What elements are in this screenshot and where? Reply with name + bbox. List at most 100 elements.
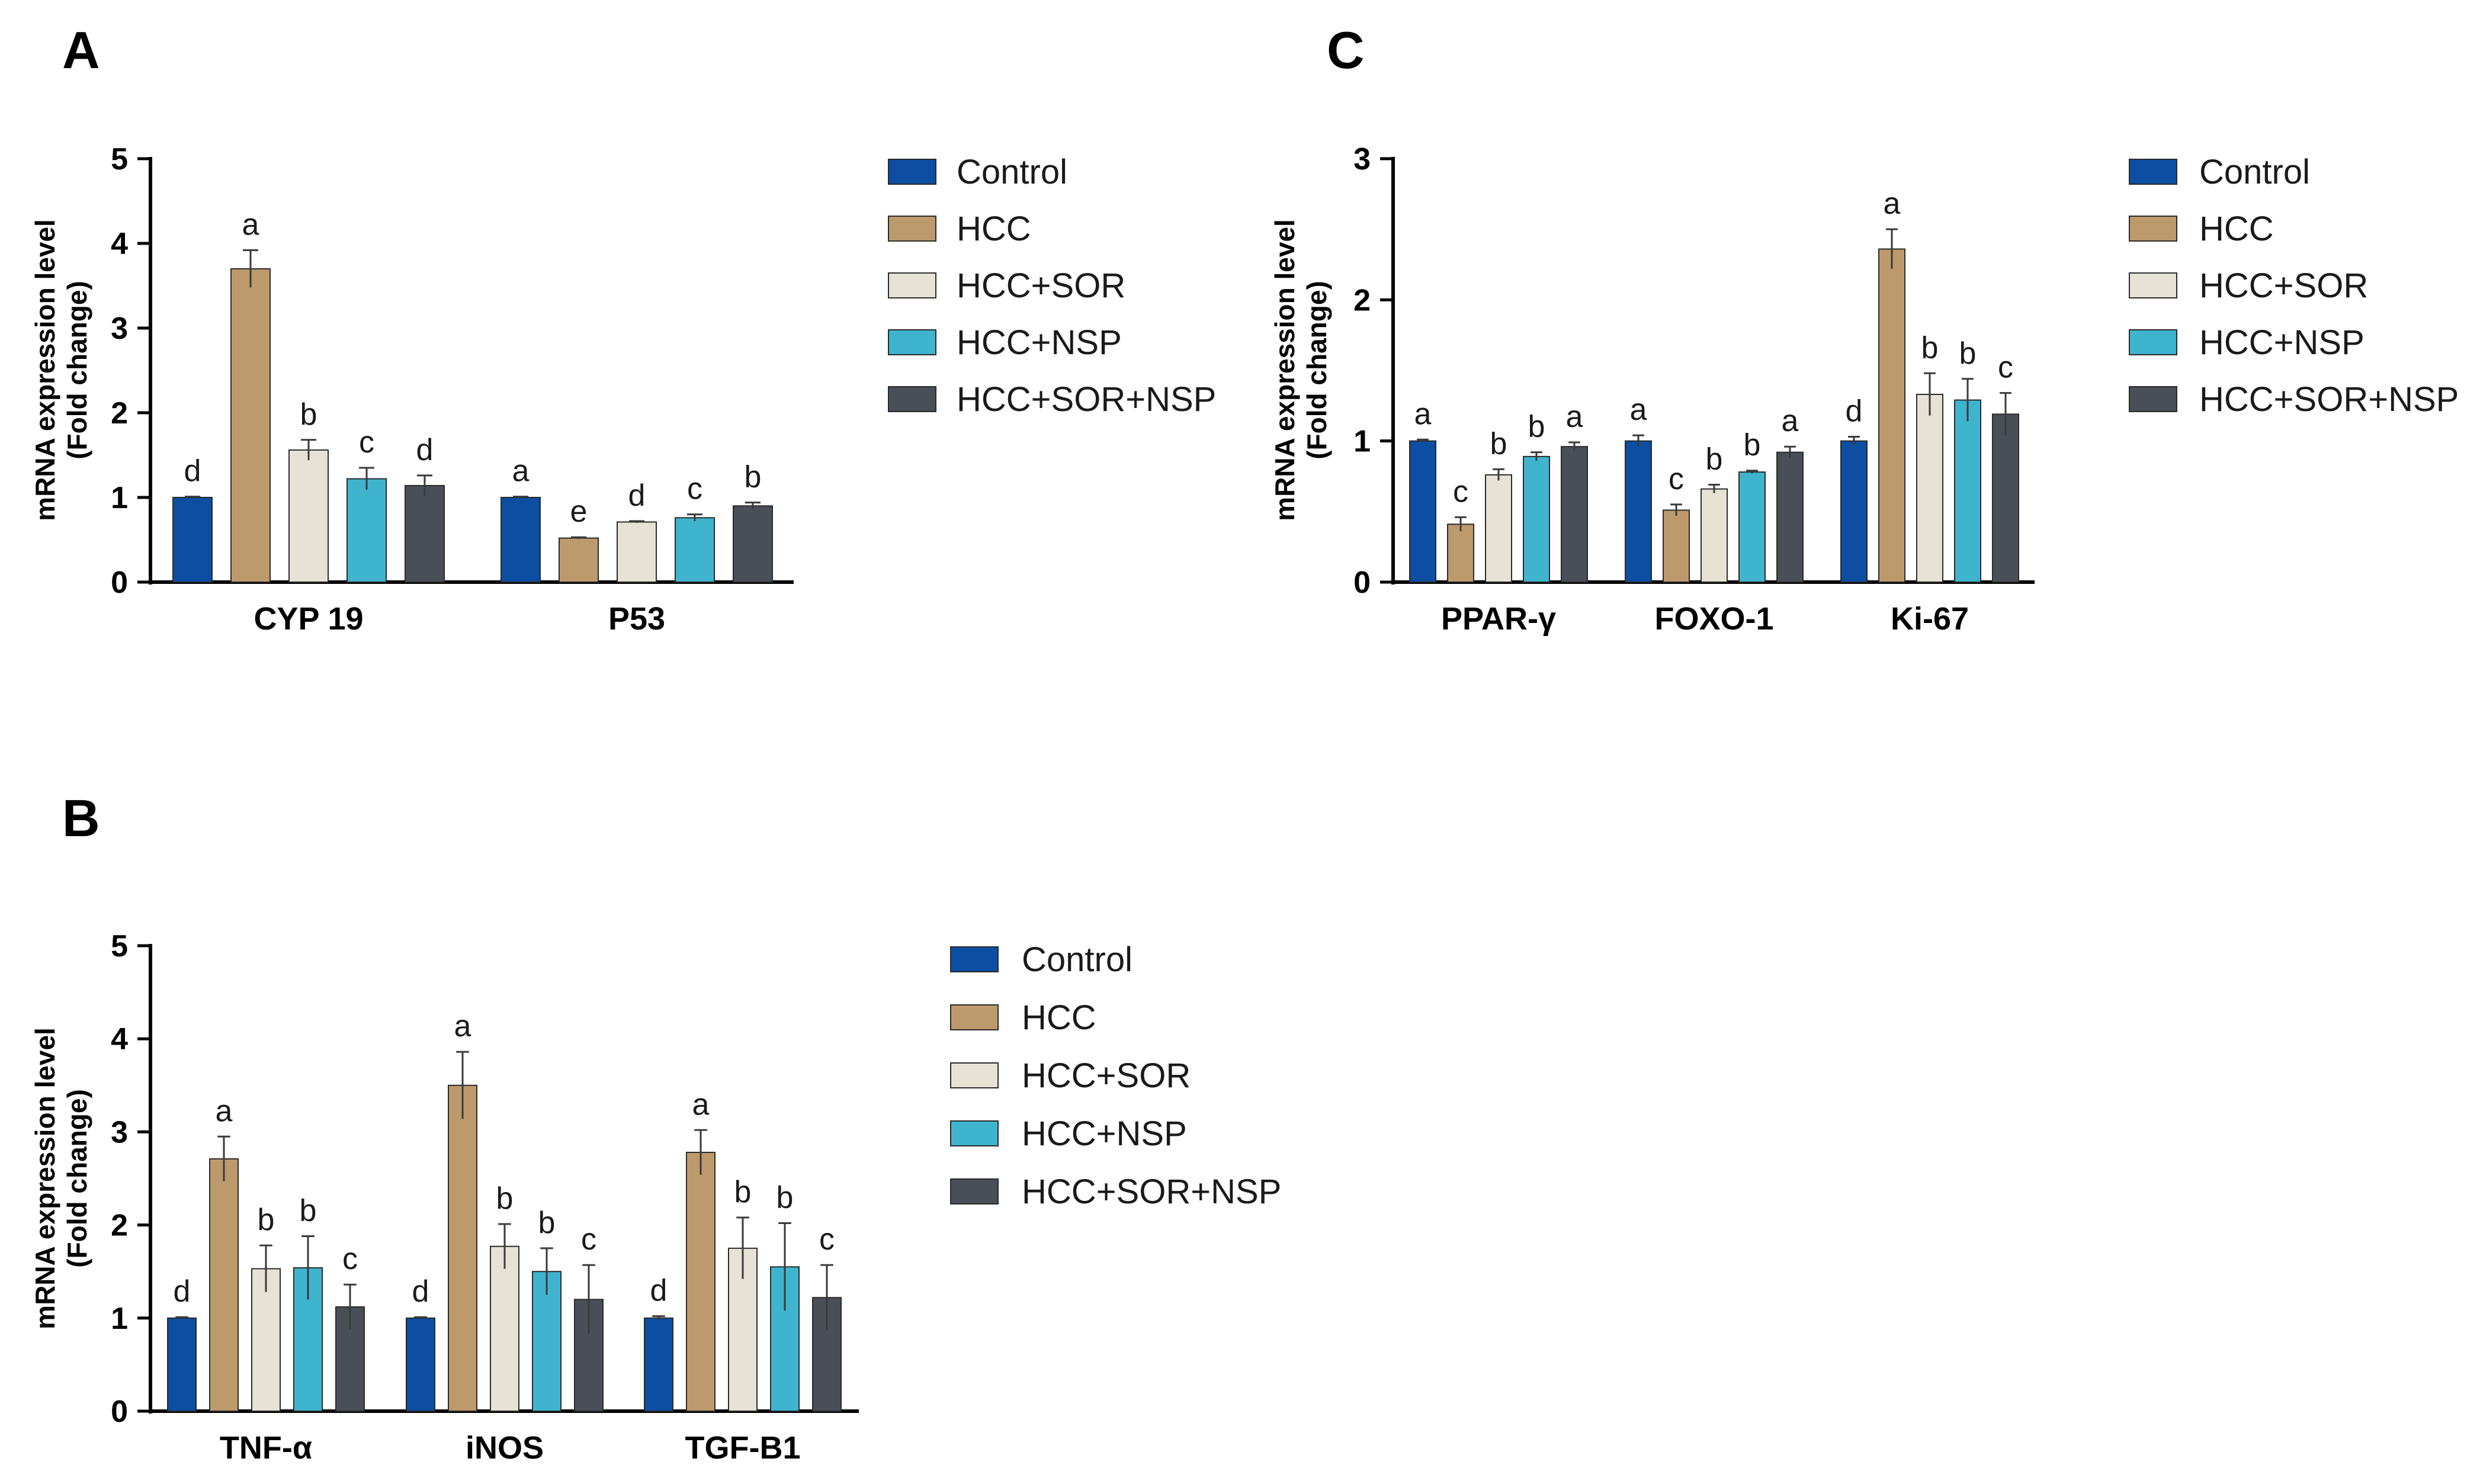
significance-label: b (538, 1206, 556, 1240)
bar-hcc-sor-foxo-1 (1701, 488, 1728, 583)
bar-control-tgf-b1 (644, 1317, 673, 1412)
significance-label: c (342, 1242, 358, 1276)
significance-label: c (1998, 351, 2013, 385)
legend-swatch-hcc-sor (2129, 272, 2177, 298)
bar-hcc-cyp-19 (230, 268, 271, 583)
bar-hcc-sor-tnf (251, 1268, 281, 1412)
y-tick-label: 3 (111, 311, 128, 346)
legend-label-hcc-nsp: HCC+NSP (2199, 323, 2364, 362)
bar-hcc-tnf (209, 1158, 239, 1412)
legend-label-hcc-sor: HCC+SOR (957, 266, 1125, 305)
significance-label: c (581, 1222, 596, 1257)
legend-label-control: Control (1022, 940, 1132, 979)
y-axis-label: mRNA expression level (1269, 219, 1300, 521)
legend-swatch-hcc-nsp (888, 329, 936, 355)
y-tick-label: 1 (111, 481, 128, 515)
x-category-label: CYP 19 (254, 601, 363, 637)
bar-hcc-sor-nsp-foxo-1 (1776, 451, 1804, 583)
y-tick-label: 1 (111, 1302, 128, 1336)
y-tick-label: 4 (111, 1022, 128, 1056)
x-category-label: FOXO-1 (1654, 601, 1773, 637)
significance-label: b (745, 460, 762, 494)
y-tick-label: 5 (111, 142, 128, 176)
y-tick-label: 2 (111, 1209, 128, 1243)
bar-hcc-inos (448, 1084, 477, 1412)
y-axis-label-unit: (Fold change) (62, 1089, 92, 1268)
legend-swatch-hcc (888, 216, 936, 242)
significance-label: b (1490, 426, 1507, 461)
legend-label-hcc-nsp: HCC+NSP (1022, 1114, 1187, 1153)
significance-label: b (1528, 410, 1545, 444)
legend-swatch-control (2129, 159, 2177, 185)
bar-hcc-sor-nsp-ppar (1561, 446, 1588, 583)
significance-label: c (359, 425, 374, 460)
significance-label: c (687, 472, 702, 506)
bar-control-cyp-19 (172, 497, 213, 583)
legend: Control HCC HCC+SOR HCC+NSP HCC+SOR+NSP (950, 940, 1281, 1211)
x-category-label: iNOS (466, 1430, 544, 1466)
legend-label-control: Control (2199, 153, 2310, 191)
bar-hcc-sor-nsp-ki-67 (1992, 413, 2019, 583)
significance-label: a (1782, 404, 1799, 438)
significance-label: d (628, 478, 646, 513)
legend-label-hcc: HCC (2199, 210, 2274, 248)
significance-label: c (819, 1222, 835, 1257)
significance-label: b (258, 1203, 275, 1237)
y-tick-label: 0 (111, 1395, 128, 1429)
y-tick-label: 2 (111, 396, 128, 431)
x-category-label: TGF-B1 (685, 1430, 801, 1466)
legend: Control HCC HCC+SOR HCC+NSP HCC+SOR+NSP (2129, 153, 2459, 419)
significance-label: a (1566, 400, 1583, 434)
legend-swatch-hcc-sor-nsp (2129, 386, 2177, 412)
legend-label-hcc: HCC (1022, 998, 1096, 1037)
significance-label: b (1706, 442, 1723, 477)
legend-swatch-control (950, 946, 999, 972)
bar-hcc-nsp-cyp-19 (347, 478, 387, 583)
significance-label: a (216, 1094, 233, 1128)
bar-control-tnf (167, 1317, 197, 1412)
significance-label: b (734, 1175, 752, 1209)
y-axis-label-unit: (Fold change) (62, 281, 92, 460)
significance-label: e (570, 494, 588, 529)
significance-label: c (1453, 474, 1468, 509)
y-axis-label: mRNA expression level (30, 1027, 60, 1329)
legend-label-hcc-sor-nsp: HCC+SOR+NSP (957, 380, 1216, 419)
significance-label: a (1630, 393, 1647, 427)
bar-hcc-nsp-ki-67 (1954, 399, 1981, 583)
significance-label: d (412, 1274, 429, 1309)
x-category-label: Ki-67 (1891, 601, 1969, 637)
bar-hcc-nsp-p53 (675, 517, 715, 583)
y-tick-label: 0 (111, 566, 128, 600)
legend-swatch-hcc-sor (888, 272, 936, 298)
legend-swatch-hcc (2129, 216, 2177, 242)
significance-label: d (1846, 394, 1863, 429)
bar-control-p53 (501, 497, 541, 583)
significance-label: d (184, 454, 201, 489)
significance-label: a (242, 207, 259, 242)
y-tick-label: 0 (1353, 566, 1371, 600)
bar-control-ppar (1409, 440, 1436, 583)
bar-hcc-sor-p53 (617, 521, 657, 583)
x-category-label: P53 (608, 601, 665, 637)
legend-label-hcc: HCC (957, 210, 1031, 248)
significance-label: b (496, 1181, 514, 1216)
bar-control-foxo-1 (1625, 440, 1652, 583)
significance-label: d (174, 1274, 191, 1309)
bar-hcc-ppar (1447, 523, 1474, 583)
significance-label: a (692, 1087, 710, 1122)
legend-label-hcc-sor-nsp: HCC+SOR+NSP (2199, 380, 2459, 419)
bar-hcc-nsp-foxo-1 (1738, 471, 1766, 583)
legend-label-hcc-sor: HCC+SOR (1022, 1056, 1191, 1095)
y-axis-label-unit: (Fold change) (1301, 281, 1332, 460)
bar-hcc-sor-ki-67 (1916, 394, 1943, 583)
significance-label: b (777, 1180, 794, 1215)
legend-swatch-control (888, 159, 936, 185)
x-category-label: TNF-α (220, 1430, 312, 1466)
bar-hcc-nsp-ppar (1523, 455, 1550, 583)
legend-swatch-hcc-sor-nsp (888, 386, 936, 412)
y-tick-label: 3 (1353, 142, 1371, 176)
significance-label: a (512, 454, 530, 489)
bar-hcc-sor-nsp-p53 (733, 505, 773, 583)
